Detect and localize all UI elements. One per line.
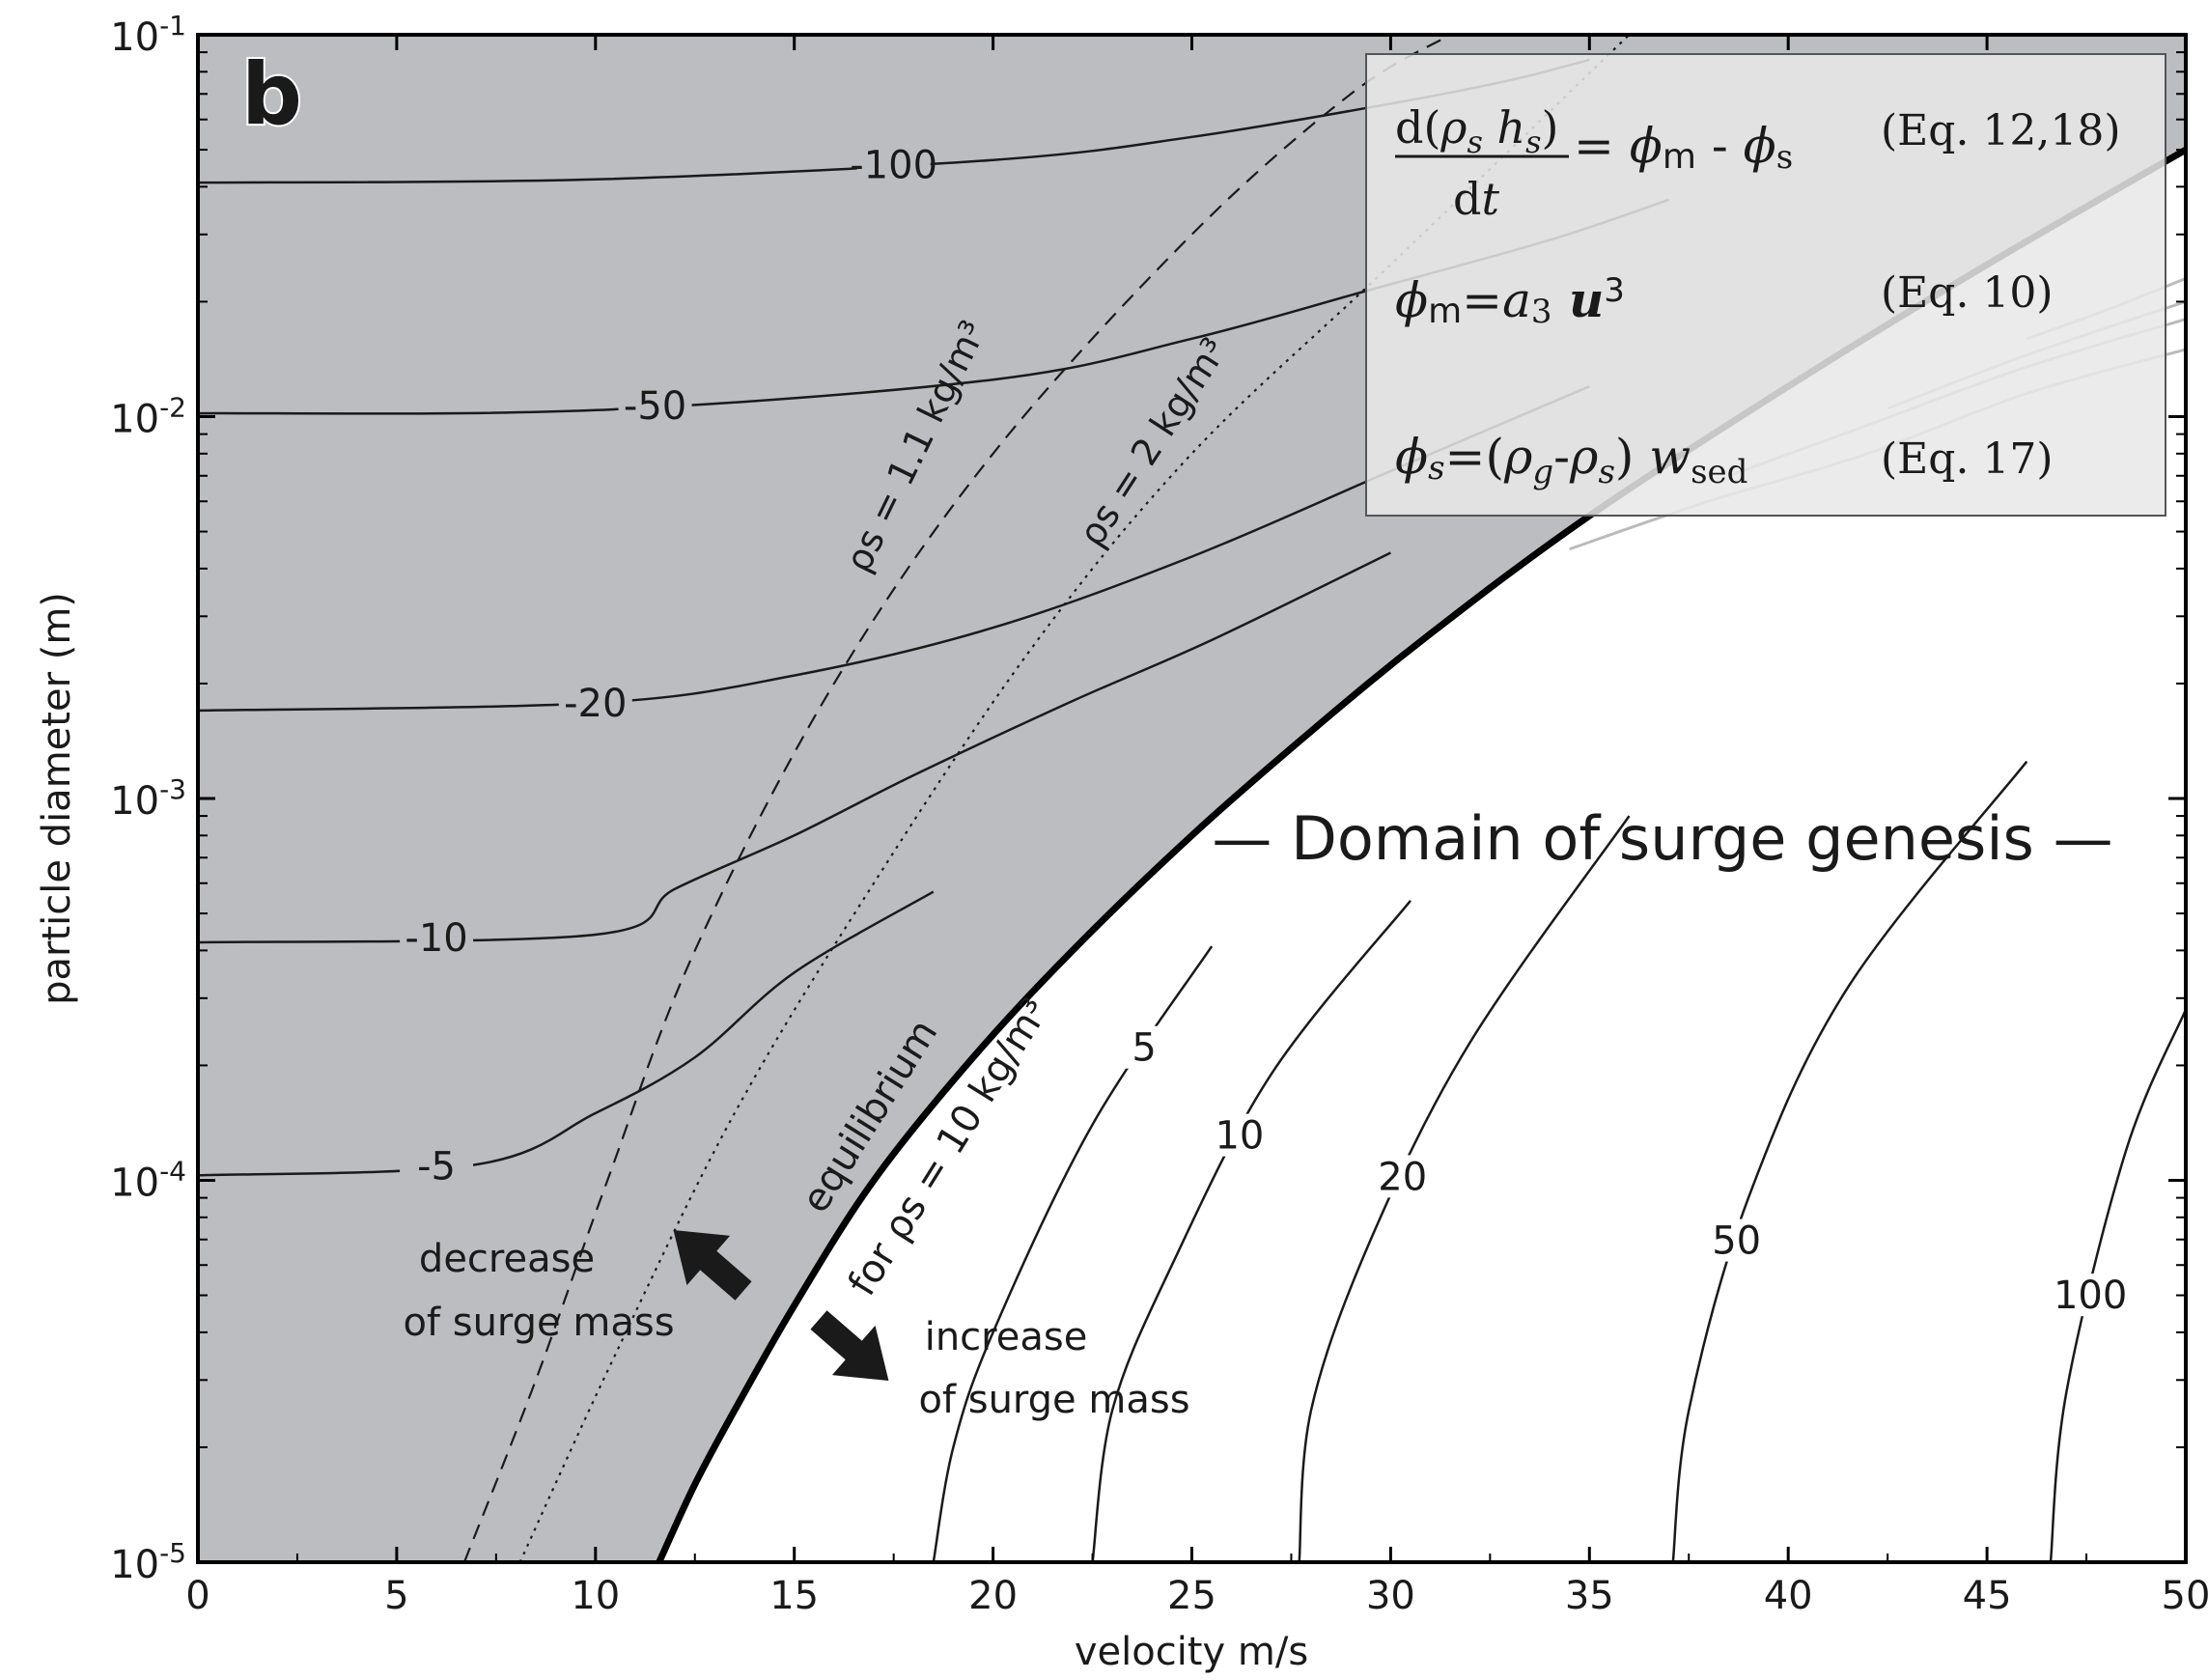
- contour-label-10: 10: [1215, 1114, 1264, 1159]
- density-curves: [462, 35, 1631, 1562]
- x-tick-label: 25: [1167, 1574, 1216, 1618]
- decrease-label-line2: of surge mass: [403, 1301, 674, 1345]
- contour-label-bg: [400, 916, 474, 960]
- x-tick-label: 35: [1565, 1574, 1614, 1618]
- y-tick-label: 10-1: [110, 10, 186, 60]
- y-axis: 10-510-410-310-210-1: [110, 10, 2186, 1587]
- x-tick-label: 5: [384, 1574, 408, 1618]
- contour-label-100: 100: [2054, 1274, 2127, 1318]
- positive-contours: [932, 760, 2186, 1562]
- contour-label-bg: [400, 1144, 474, 1188]
- equation-mass-balance-denominator: dt: [1453, 173, 1499, 225]
- contour-label-bg: [1107, 1025, 1182, 1069]
- contour-label-20: 20: [1378, 1155, 1427, 1199]
- panel-label: b: [241, 44, 302, 144]
- contour-label--20: -20: [564, 682, 627, 726]
- contour-label-5: 5: [1132, 1026, 1156, 1071]
- contour-label-50: 50: [1712, 1219, 1761, 1264]
- equation-box: d(ρs hs) dt = ϕm - ϕs (Eq. 12,18) ϕm=a3 …: [1365, 53, 2166, 517]
- x-axis: 0 5 10 15 20 25 30 35 40 45 50: [185, 35, 2208, 1618]
- contour-label-bg: [856, 143, 931, 186]
- contour-line-10: [1091, 900, 1411, 1562]
- contour-label--50: -50: [624, 384, 686, 429]
- contour-label-bg: [1699, 1218, 1774, 1262]
- x-tick-label: 10: [571, 1574, 620, 1618]
- increase-arrow: [810, 1310, 889, 1381]
- contour-label-bg: [558, 681, 632, 724]
- y-tick-label: 10-2: [110, 392, 186, 442]
- contour-label--5: -5: [417, 1145, 456, 1190]
- y-tick-label: 10-5: [110, 1537, 186, 1587]
- x-tick-label: 30: [1366, 1574, 1415, 1618]
- x-axis-label: velocity m/s: [1075, 1630, 1308, 1674]
- equation-ref-10: (Eq. 10): [1881, 268, 2054, 318]
- decrease-arrow: [673, 1230, 752, 1301]
- contour-line--5: [198, 890, 935, 1177]
- x-tick-label: 40: [1764, 1574, 1813, 1618]
- density-curve-dashed: [462, 35, 1451, 1562]
- contour-line-50: [1671, 760, 2028, 1562]
- x-tick-label: 15: [769, 1574, 819, 1618]
- x-tick-label: 20: [968, 1574, 1018, 1618]
- contour-label--10: -10: [405, 916, 467, 961]
- contour-label-bg: [1202, 1113, 1276, 1157]
- y-tick-label: 10-4: [110, 1156, 186, 1206]
- increase-label-line2: of surge mass: [918, 1378, 1189, 1422]
- equation-mobilization: ϕm=a3 u3: [1395, 271, 1625, 331]
- contour-label--100: -100: [850, 144, 937, 188]
- contour-line--10: [198, 551, 1391, 944]
- equation-ref-17: (Eq. 17): [1881, 434, 2054, 484]
- contour-label-bg: [618, 384, 692, 428]
- equation-mass-balance-rhs: = ϕm - ϕs: [1574, 118, 1793, 177]
- equation-ref-12-18: (Eq. 12,18): [1881, 106, 2121, 155]
- y-axis-label: particle diameter (m): [35, 592, 79, 1005]
- x-tick-label: 0: [185, 1574, 210, 1618]
- contour-label-bg: [2054, 1274, 2128, 1317]
- contour-labels: -100 -50 -20 -10 -5 5 10 20 50 100: [400, 143, 2128, 1318]
- domain-label: — Domain of surge genesis —: [1212, 803, 2112, 874]
- y-tick-label: 10-3: [110, 773, 186, 824]
- x-tick-label: 45: [1963, 1574, 2012, 1618]
- contour-line-20: [1298, 815, 1631, 1562]
- equation-sedimentation: ϕs=(ρg-ρs) wsed: [1395, 429, 1747, 491]
- increase-label-line1: increase: [925, 1315, 1088, 1359]
- contour-label-bg: [1365, 1155, 1439, 1198]
- decrease-label-line1: decrease: [419, 1237, 595, 1281]
- x-tick-label: 50: [2162, 1574, 2208, 1618]
